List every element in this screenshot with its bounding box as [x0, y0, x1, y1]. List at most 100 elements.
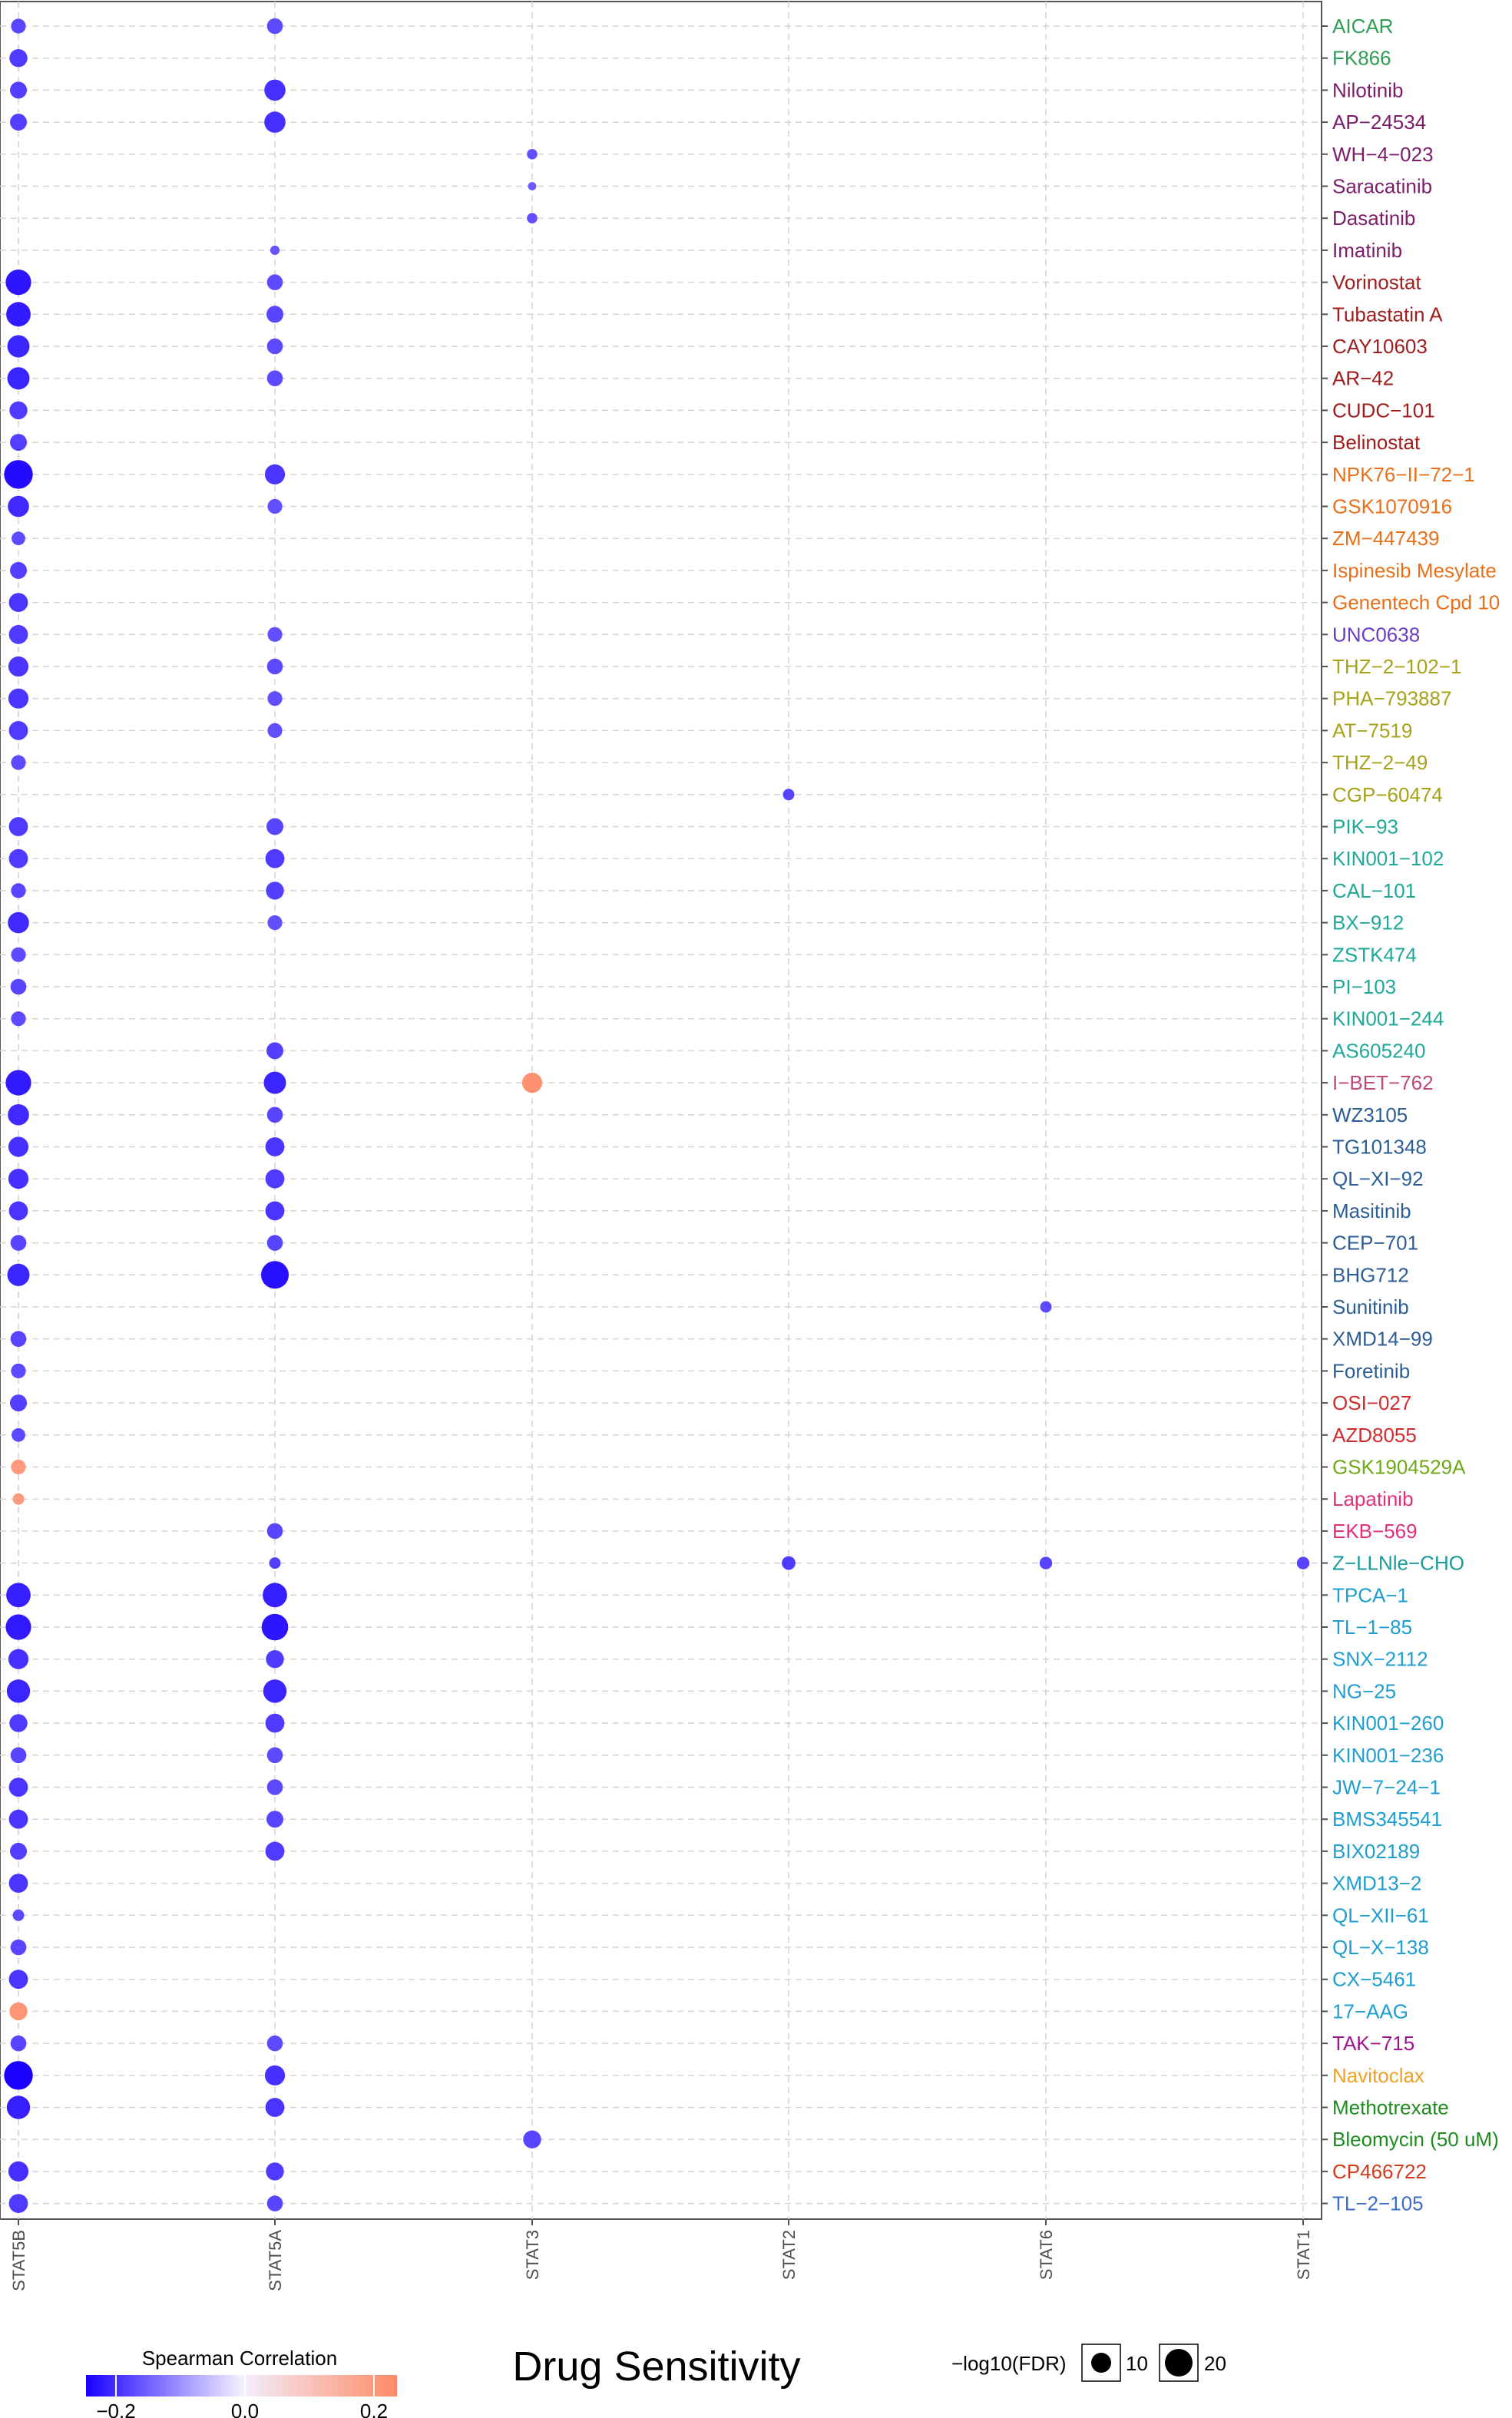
data-point [266, 1779, 283, 1795]
drug-label: Masitinib [1332, 1199, 1411, 1222]
data-point [10, 1939, 27, 1956]
data-point [1296, 1556, 1310, 1570]
data-point [12, 1909, 25, 1921]
data-point [1040, 1301, 1052, 1313]
data-point [5, 270, 31, 296]
data-point [8, 1201, 28, 1221]
drug-label: TL−2−105 [1332, 2192, 1424, 2215]
drug-label: Dasatinib [1332, 207, 1415, 230]
drug-label: QL−XI−92 [1332, 1167, 1424, 1190]
drug-label: KIN001−102 [1332, 847, 1444, 870]
drug-label: PHA−793887 [1332, 687, 1451, 710]
data-point [8, 593, 28, 612]
data-point [264, 464, 286, 485]
drug-label: Navitoclax [1332, 2064, 1424, 2087]
drug-label: Methotrexate [1332, 2096, 1449, 2119]
data-point [265, 1137, 285, 1156]
data-point [11, 1011, 26, 1027]
drug-label: QL−X−138 [1332, 1936, 1429, 1959]
data-point [11, 1459, 26, 1475]
data-point [7, 335, 30, 358]
drug-label: KIN001−244 [1332, 1007, 1444, 1030]
drug-label: QL−XII−61 [1332, 1904, 1429, 1927]
data-point [266, 1106, 283, 1123]
data-point [265, 848, 285, 868]
data-point [267, 691, 283, 706]
data-point [5, 1614, 31, 1640]
data-point [265, 2098, 285, 2117]
drug-label: FK866 [1332, 47, 1391, 70]
drug-label: AS605240 [1332, 1039, 1425, 1062]
drug-label: BX−912 [1332, 911, 1404, 934]
data-point [10, 434, 27, 452]
data-point [270, 245, 280, 255]
data-point [266, 818, 283, 835]
plot-area [0, 1, 1322, 2220]
color-legend-tick-label: 0.0 [231, 2400, 259, 2418]
drug-label: AR−42 [1332, 367, 1394, 390]
data-point [10, 978, 27, 995]
data-point [8, 2194, 28, 2214]
data-point [267, 915, 283, 931]
data-point [264, 2065, 286, 2086]
data-point [7, 1263, 30, 1286]
drug-label: TL−1−85 [1332, 1616, 1412, 1639]
drug-label: 17−AAG [1332, 2000, 1408, 2023]
data-point [266, 1811, 283, 1828]
data-point [528, 182, 537, 190]
data-point [6, 1583, 31, 1608]
data-point [266, 1747, 283, 1764]
data-point [8, 721, 28, 740]
data-point [266, 882, 284, 900]
data-point [9, 2002, 28, 2021]
data-point [265, 1201, 285, 1221]
data-point [267, 498, 283, 514]
data-point [8, 1649, 29, 1669]
drug-label: AICAR [1332, 15, 1393, 38]
data-point [266, 1042, 283, 1060]
data-point [263, 1071, 286, 1094]
data-point [8, 1970, 28, 1990]
data-point [264, 111, 286, 133]
drug-label: Tubastatin A [1332, 303, 1443, 326]
data-point [8, 817, 28, 836]
data-point [10, 81, 27, 99]
drug-label: OSI−027 [1332, 1391, 1411, 1414]
drug-label: Nilotinib [1332, 78, 1404, 101]
data-point [265, 1169, 285, 1189]
data-point [9, 1714, 28, 1732]
data-point [8, 1104, 29, 1126]
drug-label: NG−25 [1332, 1679, 1396, 1702]
data-point [266, 274, 283, 290]
data-point [6, 1679, 31, 1703]
drug-label: TG101348 [1332, 1136, 1427, 1159]
drug-label: BHG712 [1332, 1263, 1409, 1286]
data-point [10, 114, 27, 131]
drug-label: Vorinostat [1332, 271, 1421, 294]
data-point [8, 1778, 28, 1797]
data-point [11, 947, 26, 962]
data-point [265, 1841, 285, 1861]
color-legend-title: Spearman Correlation [142, 2347, 337, 2370]
data-point [266, 338, 283, 355]
drug-label: CGP−60474 [1332, 783, 1443, 806]
color-legend-tick-label: 0.2 [360, 2400, 388, 2418]
data-point [10, 1235, 27, 1251]
data-point [263, 1679, 287, 1703]
data-point [527, 149, 538, 160]
data-point [269, 1557, 281, 1570]
data-point [10, 1747, 27, 1764]
drug-label: WH−4−023 [1332, 143, 1434, 166]
gene-label: STAT5B [9, 2230, 28, 2291]
drug-label: UNC0638 [1332, 623, 1420, 646]
drug-label: AP−24534 [1332, 111, 1426, 134]
data-point [10, 1842, 27, 1860]
gene-label: STAT2 [779, 2230, 799, 2280]
drug-axis: AICAR FK866 Nilotinib AP−24534 WH−4−023 Sarac… [1322, 15, 1500, 2215]
data-point [266, 1650, 284, 1669]
size-legend-circle-20 [1165, 2349, 1193, 2377]
data-point [8, 624, 28, 644]
data-point [5, 1070, 31, 1096]
data-point [12, 1493, 25, 1505]
data-point [266, 658, 283, 675]
